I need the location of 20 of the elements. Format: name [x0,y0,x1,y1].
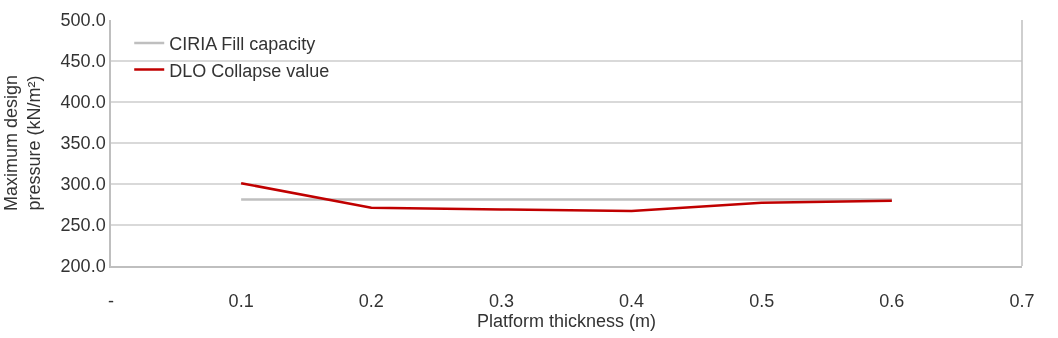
line-series [239,181,894,213]
y-tick-label: 300.0 [60,174,106,195]
y-tick-label: 350.0 [60,133,106,154]
y-tick-label: 250.0 [60,215,106,236]
y-tick-label: 450.0 [60,51,106,72]
x-tick-label: 0.5 [749,291,775,312]
x-tick-label: 0.2 [358,291,384,312]
x-tick-label: 0.6 [879,291,905,312]
y-tick-label: 400.0 [60,92,106,113]
x-tick-label: 0.7 [1009,291,1035,312]
y-tick-label: 200.0 [60,256,106,277]
x-tick-label: 0.3 [488,291,514,312]
y-axis-title: Maximum design pressure (kN/m²) [0,74,45,212]
x-axis-title: Platform thickness (m) [476,311,657,332]
x-tick-label: 0.1 [228,291,254,312]
legend-label: DLO Collapse value [169,60,330,81]
y-tick-label: 500.0 [60,10,106,31]
legend-label: CIRIA Fill capacity [169,34,316,55]
x-tick-label: 0.4 [619,291,645,312]
x-tick-label: - [108,291,114,312]
